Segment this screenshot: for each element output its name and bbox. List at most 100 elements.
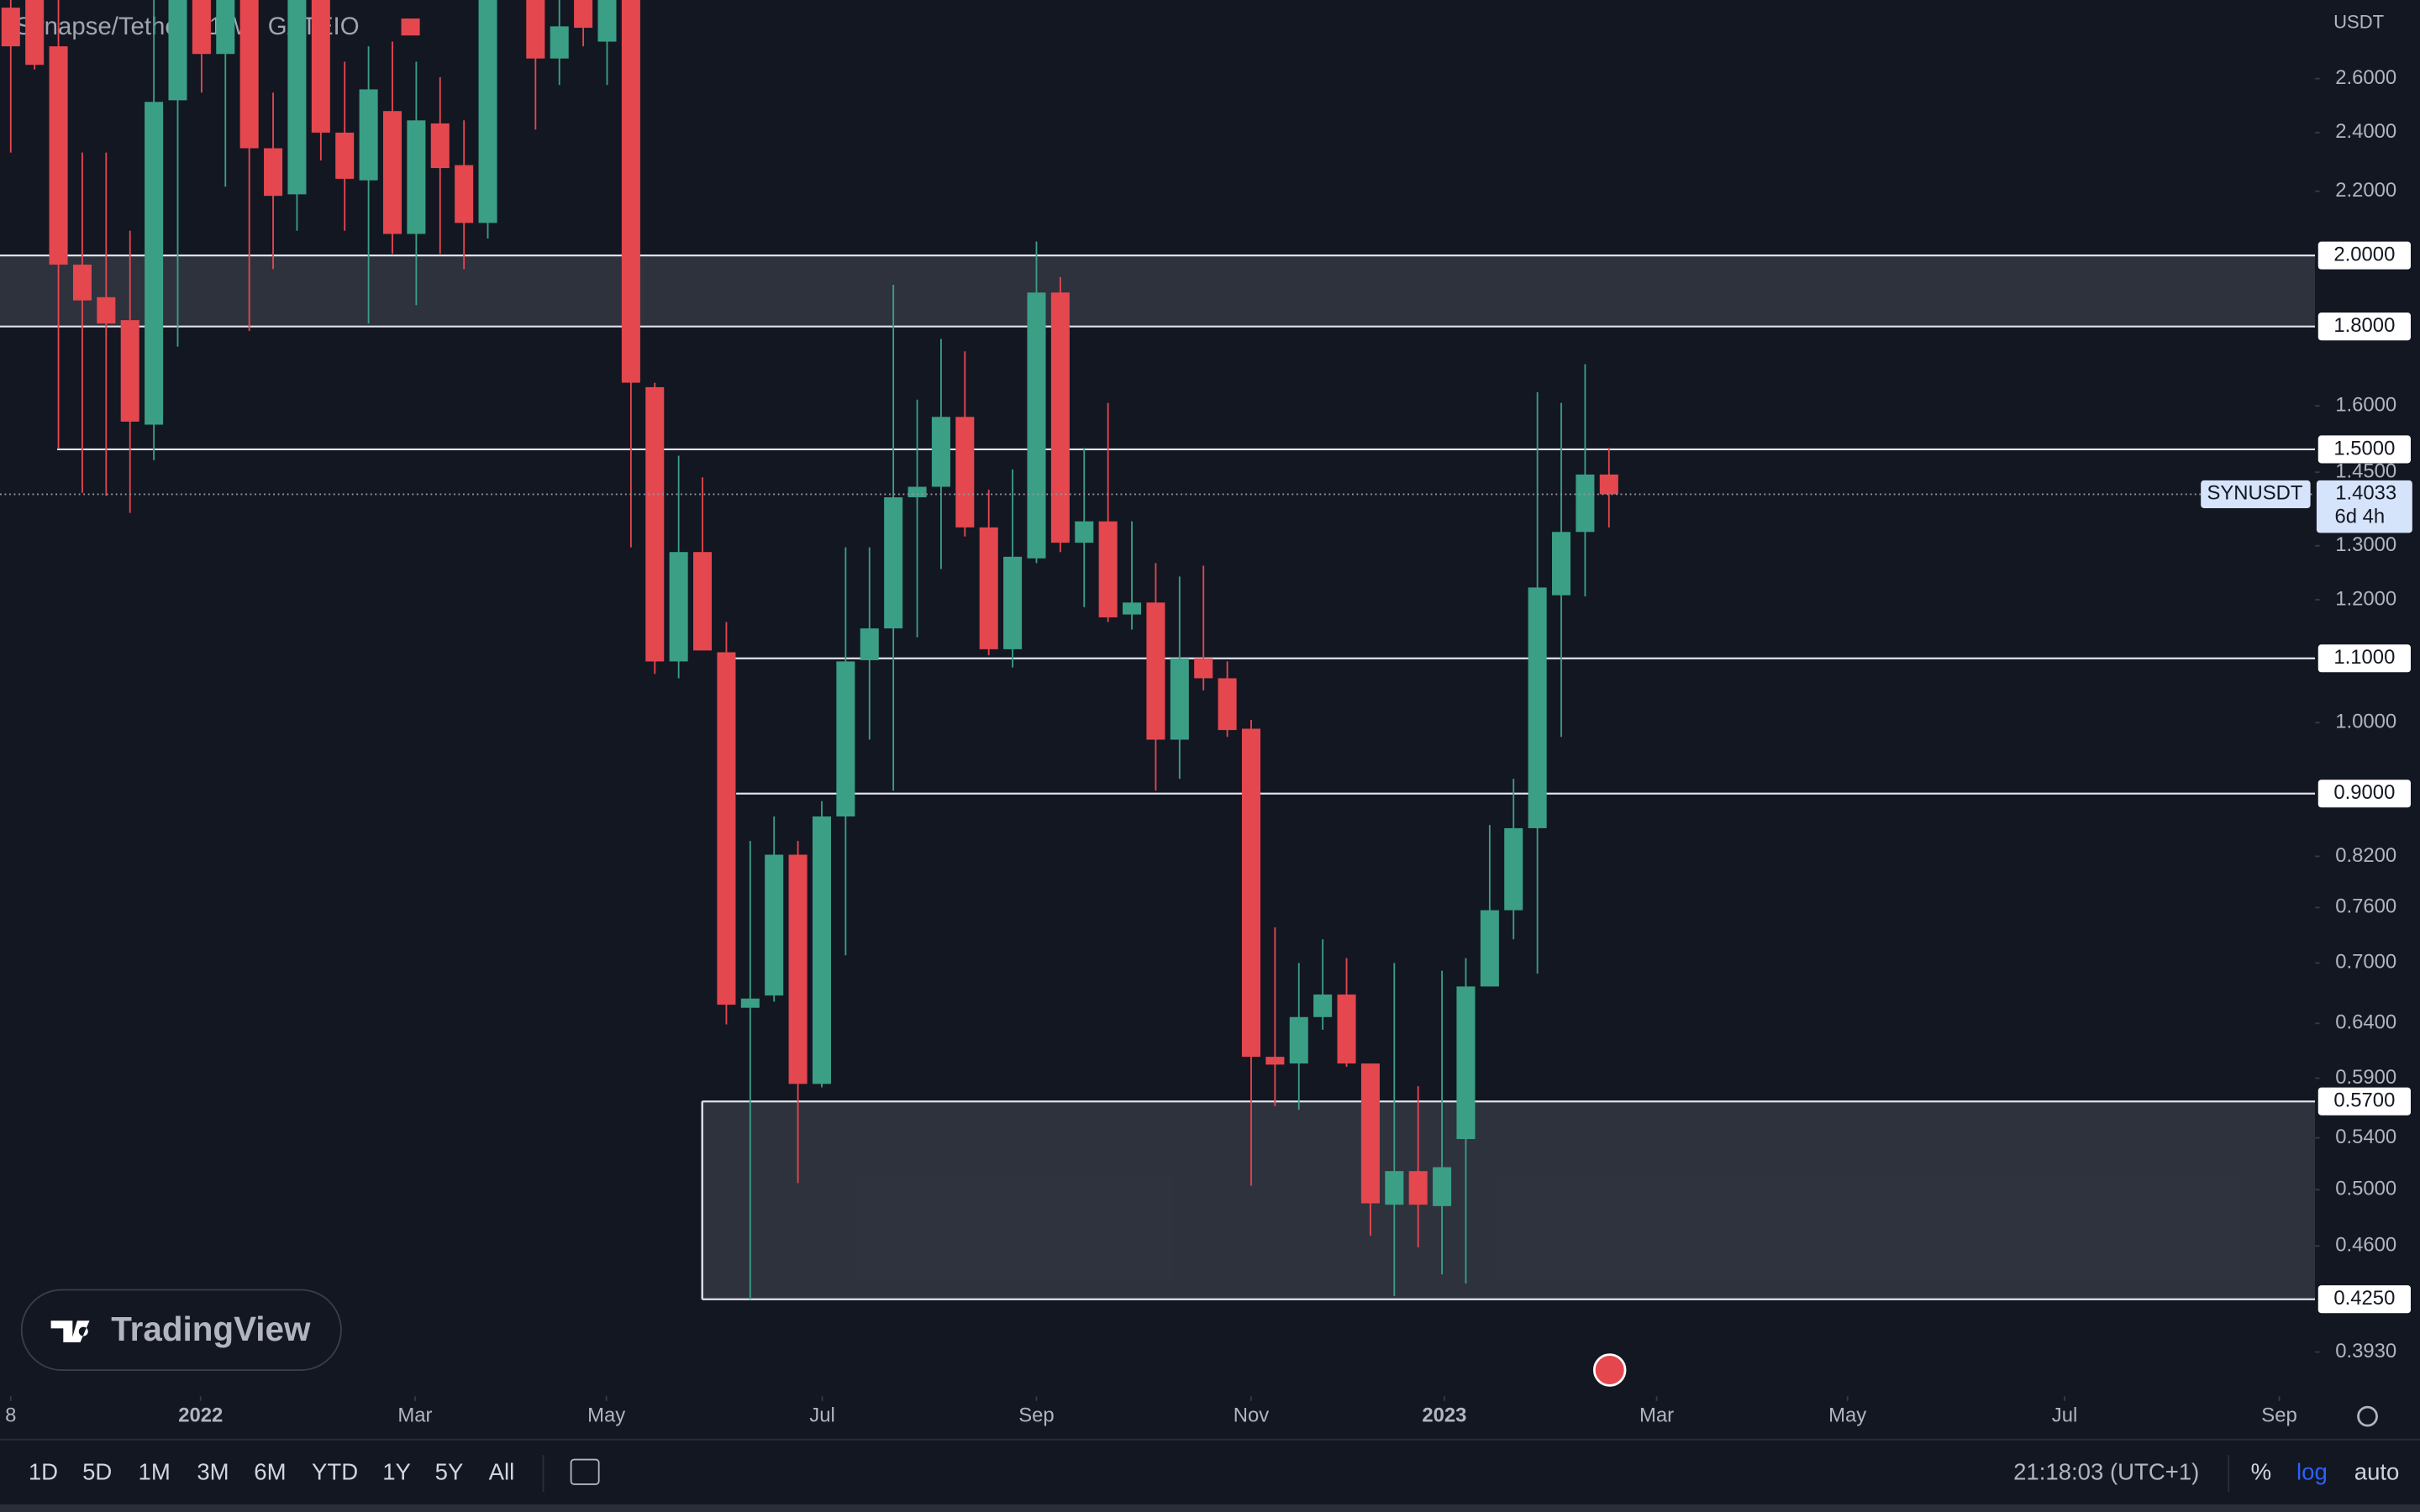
candle-body — [1027, 292, 1046, 559]
scale-option[interactable]: log — [2296, 1458, 2328, 1484]
candle-body — [1050, 292, 1070, 543]
candle-body — [979, 527, 998, 649]
candle-body — [645, 386, 665, 662]
watermark-text: TradingView — [111, 1310, 311, 1348]
y-tick-label: 1.3000 — [2335, 533, 2396, 556]
y-tick-label: 0.5400 — [2335, 1126, 2396, 1148]
y-tick-label: 1.4500 — [2335, 459, 2396, 482]
candle-body — [1456, 986, 1476, 1140]
y-tick-label: 2.2000 — [2335, 179, 2396, 202]
candle-body — [1408, 1171, 1428, 1205]
flag-icon — [401, 18, 420, 36]
axes: 2.6000 2.4000 2.2000 1.6000 1.4500 1.3000 1.20… — [0, 66, 2412, 1426]
candle-body — [1218, 678, 1237, 731]
level-label-box — [2317, 1285, 2411, 1314]
level-label: 0.4250 — [2333, 1287, 2395, 1310]
toolbar: 21:18:03 (UTC+1) 1D 5D 1M 3M 6M YTD 1Y 5Y All% lo… — [29, 1455, 2400, 1493]
date-range-icon[interactable] — [570, 1458, 600, 1485]
candle-body — [717, 652, 736, 1005]
candle-body — [49, 46, 68, 265]
candle-body — [1170, 658, 1189, 740]
range-button[interactable]: 1Y — [382, 1458, 411, 1484]
level-label: 0.5700 — [2333, 1089, 2395, 1112]
scale-option[interactable]: auto — [2354, 1458, 2400, 1484]
x-tick-label: Jul — [2052, 1404, 2078, 1426]
candle-body — [455, 165, 474, 223]
candle-body — [25, 0, 45, 66]
chart-title: Synapse/Tether · 1W · GATEIO — [15, 13, 359, 40]
range-button[interactable]: 5Y — [435, 1458, 464, 1484]
candle-body — [526, 0, 545, 59]
y-tick-label: 1.2000 — [2335, 587, 2396, 610]
candle-body — [1599, 474, 1618, 495]
symbol-label: SYNUSDT — [2207, 482, 2302, 505]
candle-body — [693, 552, 713, 651]
event-icon[interactable] — [1592, 1353, 1627, 1387]
candle-body — [860, 628, 879, 660]
candle-body — [1385, 1171, 1404, 1205]
y-tick-label: 0.5000 — [2335, 1178, 2396, 1200]
candle-body — [72, 265, 92, 301]
range-button[interactable]: All — [489, 1458, 515, 1484]
range-button[interactable]: 1M — [139, 1458, 171, 1484]
y-tick-label: 2.6000 — [2335, 66, 2396, 89]
candle-body — [1576, 474, 1595, 533]
candle-body — [97, 297, 116, 324]
candle-body — [836, 661, 855, 816]
candle-body — [359, 89, 378, 181]
currency: USDT — [2333, 11, 2384, 32]
level-label-box — [2317, 1087, 2411, 1116]
range-button[interactable]: 3M — [197, 1458, 229, 1484]
scale-option[interactable]: % — [2251, 1458, 2272, 1484]
candle-body — [765, 854, 784, 996]
y-tick-label: 1.0000 — [2335, 711, 2396, 733]
bottom-strip — [0, 1504, 2420, 1512]
candle-body — [1098, 521, 1118, 617]
candle-body — [1194, 658, 1213, 679]
level-label-box — [2317, 312, 2411, 341]
logo-icon — [50, 1320, 90, 1342]
last-price-label: 1.4033 — [2335, 482, 2396, 505]
level-label: 1.1000 — [2333, 646, 2395, 669]
clock: 21:18:03 (UTC+1) — [2013, 1458, 2199, 1484]
candle-body — [740, 998, 760, 1008]
candle-body — [1003, 556, 1023, 649]
candle-body — [382, 111, 402, 234]
candle-body — [1528, 587, 1547, 828]
y-tick-label: 0.3930 — [2335, 1340, 2396, 1362]
y-tick-label: 1.6000 — [2335, 393, 2396, 416]
y-tick-label: 0.4600 — [2335, 1234, 2396, 1257]
level-label-box — [2317, 644, 2411, 673]
y-tick-label: 2.4000 — [2335, 120, 2396, 143]
zone — [0, 255, 2316, 327]
candle-body — [407, 120, 426, 234]
candle-body — [1241, 728, 1260, 1058]
candle-body — [621, 0, 640, 383]
candle-body — [287, 0, 307, 195]
x-tick-label: Nov — [1234, 1404, 1270, 1426]
candle-body — [1480, 910, 1499, 987]
range-button[interactable]: YTD — [312, 1458, 358, 1484]
candle-body — [1337, 994, 1356, 1064]
candle-body — [430, 123, 450, 169]
y-tick-label: 0.7600 — [2335, 895, 2396, 918]
candle-body — [478, 0, 497, 223]
candle-body — [1289, 1016, 1308, 1064]
range-button[interactable]: 6M — [254, 1458, 286, 1484]
settings-icon[interactable] — [2357, 1405, 2378, 1427]
range-button[interactable]: 5D — [82, 1458, 112, 1484]
candle-body — [145, 102, 164, 425]
x-tick-label: Sep — [2261, 1404, 2296, 1426]
candle-body — [1, 8, 20, 47]
range-button[interactable]: 1D — [29, 1458, 58, 1484]
candle-body — [120, 320, 139, 422]
x-tick-label: May — [587, 1404, 625, 1426]
last-price-box — [2316, 480, 2412, 533]
x-tick-label: 8 — [5, 1404, 16, 1426]
level-label: 1.5000 — [2333, 437, 2395, 459]
zones — [0, 255, 2316, 1300]
candle-body — [908, 486, 927, 498]
candle-body — [1433, 1167, 1452, 1206]
level-label-box — [2317, 435, 2411, 464]
